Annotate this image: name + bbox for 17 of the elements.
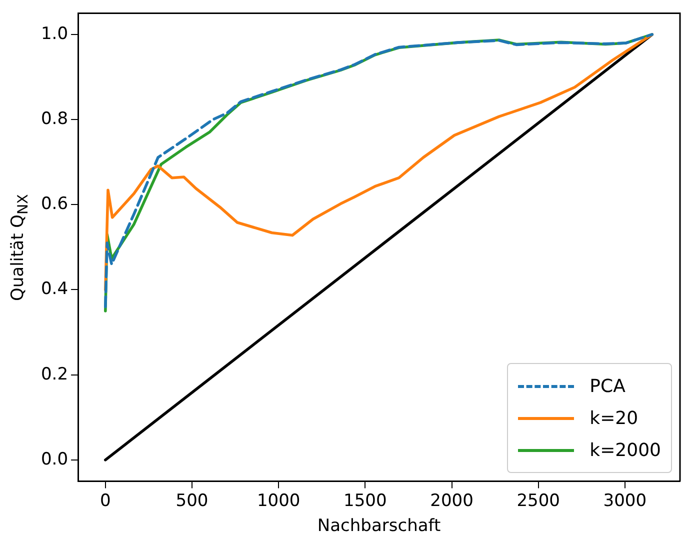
x-tick-label: 500	[176, 490, 208, 511]
x-tick-label: 3000	[603, 490, 647, 511]
x-tick-label: 1000	[256, 490, 300, 511]
x-tick-label: 2000	[430, 490, 474, 511]
x-tick-label: 0	[100, 490, 111, 511]
y-tick-label: 0.4	[40, 279, 68, 300]
x-tick-label: 2500	[516, 490, 560, 511]
y-tick-label: 0.6	[40, 194, 68, 214]
y-tick-label: 0.8	[40, 108, 68, 129]
legend-label: k=2000	[590, 440, 661, 461]
y-tick-label: 1.0	[40, 24, 68, 44]
y-tick-label: 0.0	[40, 449, 68, 470]
legend-label: PCA	[590, 376, 626, 397]
legend-label: k=20	[590, 408, 638, 429]
x-tick-label: 1500	[344, 490, 387, 511]
y-tick-label: 0.2	[40, 364, 68, 384]
x-axis-title: Nachbarschaft	[317, 516, 441, 536]
